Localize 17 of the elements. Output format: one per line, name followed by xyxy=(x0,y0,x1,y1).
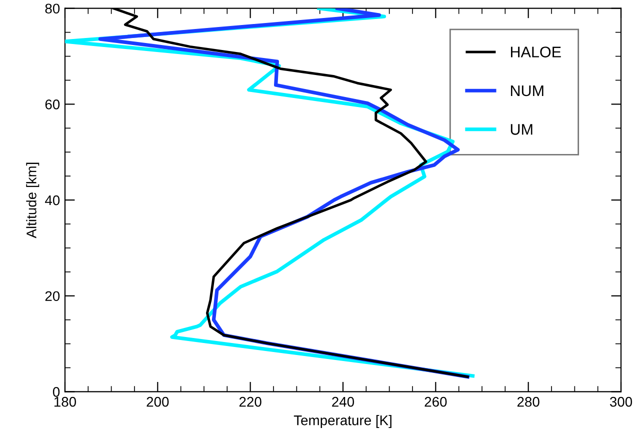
legend-label: HALOE xyxy=(510,46,561,58)
x-tick-label: 180 xyxy=(54,396,76,407)
y-tick-label: 0 xyxy=(52,387,60,397)
x-axis-title: Temperature [K] xyxy=(294,415,392,428)
y-tick-label: 80 xyxy=(45,4,60,14)
x-tick-label: 300 xyxy=(610,396,632,407)
x-tick-label: 260 xyxy=(424,396,447,407)
legend-label: UM xyxy=(510,124,532,135)
y-tick-label: 20 xyxy=(45,291,60,302)
x-tick-label: 220 xyxy=(239,396,262,407)
x-tick-label: 240 xyxy=(332,396,354,407)
y-tick-label: 40 xyxy=(44,195,60,206)
y-tick-label: 60 xyxy=(45,100,60,110)
x-tick-label: 280 xyxy=(517,396,540,407)
y-axis-title: Altitude [km] xyxy=(26,162,40,238)
legend-label: NUM xyxy=(510,85,544,96)
x-tick-label: 200 xyxy=(146,396,169,407)
